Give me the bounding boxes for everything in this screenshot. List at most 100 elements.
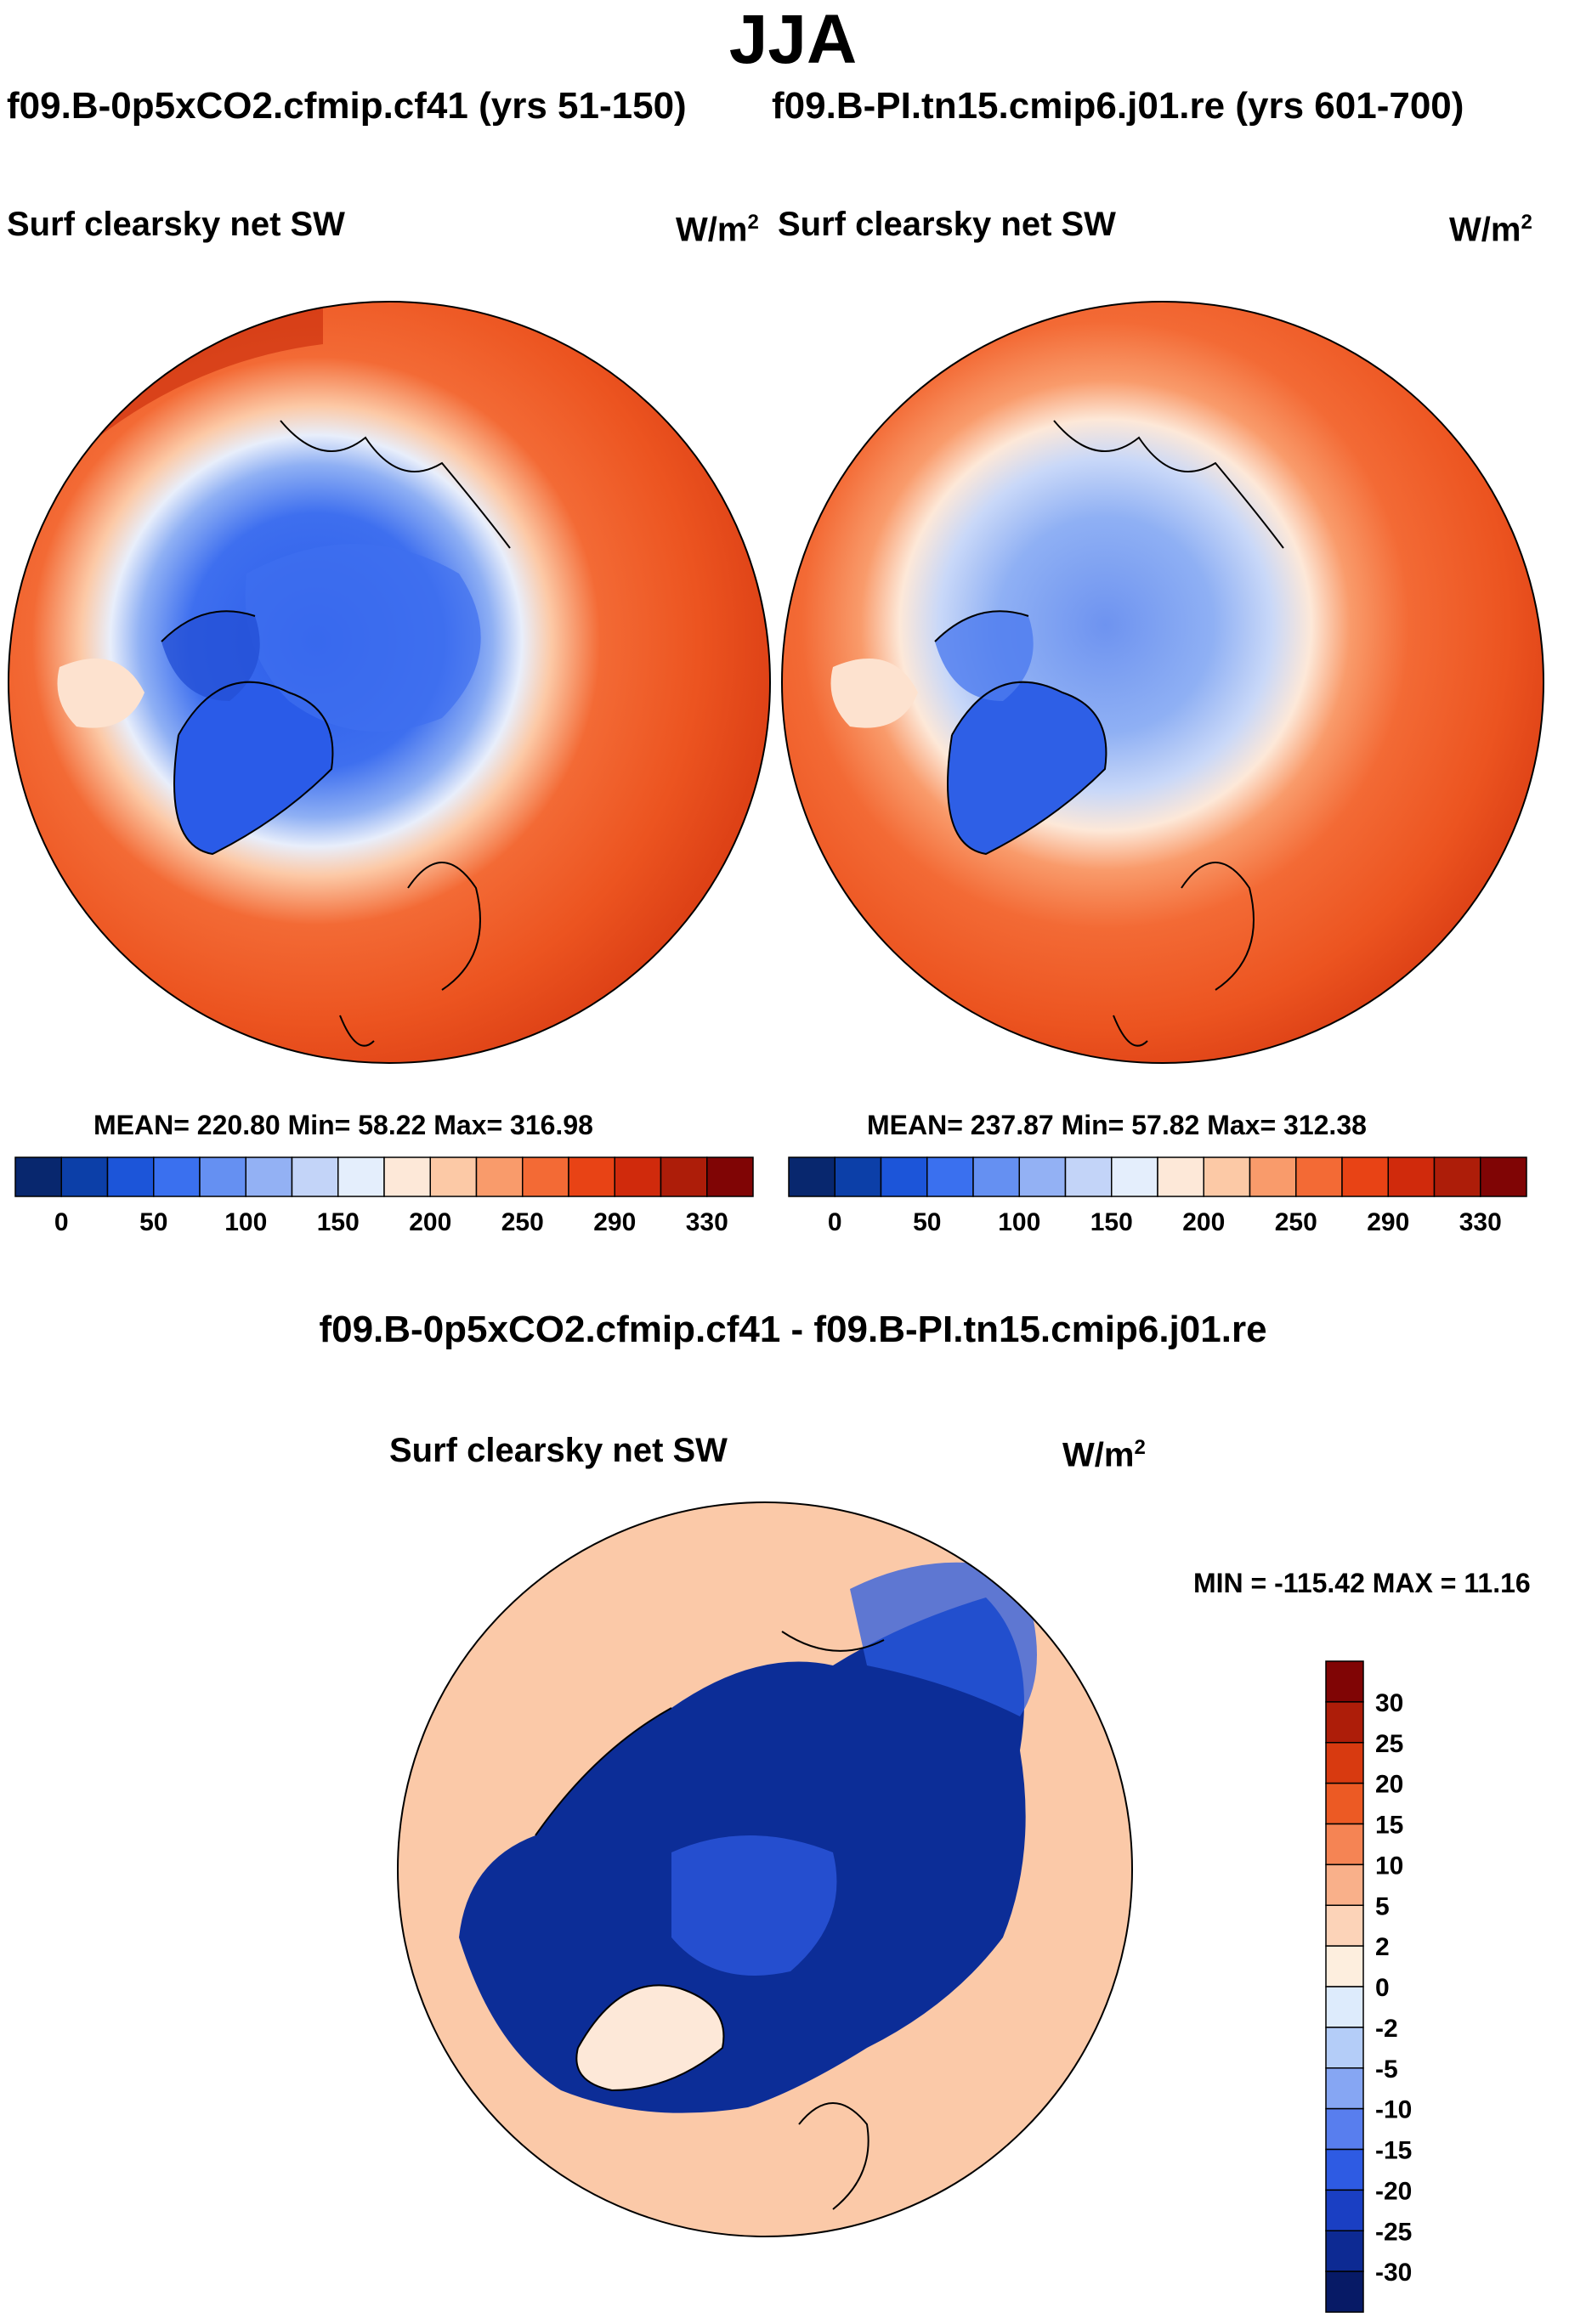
panel-2-hudson-bay [830,659,918,728]
panel-1-colorbar-box-6 [291,1156,339,1197]
panel-1-title: Surf clearsky net SW [7,206,345,243]
panel-2-colorbar-box-1 [834,1156,882,1197]
difference-greenland [576,1985,724,2090]
panel-1-coastlines [161,420,511,1047]
difference-colorbar-tick-label: -10 [1375,2096,1412,2124]
difference-colorbar-tick-label: 2 [1375,1933,1390,1961]
panel-2-colorbar-box-8 [1157,1156,1204,1197]
difference-colorbar-box-6 [1325,1904,1364,1947]
difference-coastlines [535,1631,885,2210]
difference-colorbar-tick-label: 0 [1375,1974,1390,2002]
panel-1-colorbar-tick-label: 150 [317,1208,360,1236]
panel-1-colorbar-box-0 [14,1156,62,1197]
panel-2-colorbar-box-12 [1341,1156,1389,1197]
difference-colorbar-box-4 [1325,1823,1364,1866]
panel-1-colorbar: 0 50 100 150 200 250 290 330 [14,1156,754,1236]
case-title-left: f09.B-0p5xCO2.cfmip.cf41 (yrs 51-150) [7,85,687,127]
difference-colorbar-tick-label: 15 [1375,1812,1403,1840]
difference-colorbar-box-9 [1325,2027,1364,2069]
panel-2-colorbar-tick-label: 250 [1275,1208,1317,1236]
panel-2-colorbar-box-7 [1111,1156,1158,1197]
difference-colorbar-box-5 [1325,1863,1364,1906]
difference-colorbar-box-11 [1325,2107,1364,2151]
panel-1-colorbar-box-9 [429,1156,478,1197]
panel-2-units: W/m2 [1449,211,1532,249]
difference-colorbar-box-8 [1325,1986,1364,2028]
panel-1-colorbar-box-13 [614,1156,662,1197]
panel-2-colorbar-tick-label: 0 [828,1208,842,1236]
panel-2-colorbar-box-4 [972,1156,1020,1197]
difference-colorbar-tick-label: -2 [1375,2015,1398,2043]
panel-2-colorbar-tick-label: 200 [1182,1208,1225,1236]
panel-3-title: Surf clearsky net SW [389,1432,728,1469]
difference-colorbar-tick-label: 10 [1375,1852,1403,1880]
panel-1-colorbar-tick-label: 290 [593,1208,636,1236]
panel-1-colorbar-tick-label: 50 [139,1208,167,1236]
difference-colorbar-box-13 [1325,2189,1364,2231]
panel-3-minmax: MIN = -115.42 MAX = 11.16 [1193,1568,1531,1598]
difference-colorbar-tick-label: -20 [1375,2177,1412,2205]
panel-1-colorbar-tick-label: 200 [409,1208,451,1236]
panel-2-colorbar-box-11 [1295,1156,1343,1197]
panel-1-dark-band [51,302,323,455]
panel-2-greenland [948,681,1107,854]
difference-colorbar-box-14 [1325,2230,1364,2272]
panel-2-colorbar-box-9 [1203,1156,1251,1197]
panel-1-colorbar-box-5 [245,1156,293,1197]
difference-colorbar-tick-label: -25 [1375,2218,1412,2246]
panel-2-colorbar: 0 50 100 150 200 250 290 330 [788,1156,1527,1236]
panel-2-colorbar-tick-label: 100 [998,1208,1040,1236]
difference-colorbar-tick-label: -30 [1375,2259,1412,2287]
difference-colorbar-tick-label: 5 [1375,1892,1390,1920]
difference-colorbar-box-1 [1325,1701,1364,1744]
panel-1-colorbar-box-3 [153,1156,201,1197]
difference-colorbar-tick-label: -5 [1375,2055,1398,2084]
panel-1-colorbar-box-11 [522,1156,569,1197]
panel-2-colorbar-box-5 [1018,1156,1067,1197]
panel-2-colorbar-box-14 [1433,1156,1481,1197]
panel-1-colorbar-box-12 [568,1156,615,1197]
difference-pacific-band [850,1562,1037,1716]
panel-1-colorbar-box-10 [475,1156,524,1197]
panel-1-archipelago [161,611,260,701]
main-title: JJA [728,1,858,78]
panel-1-colorbar-tick-label: 100 [224,1208,267,1236]
panel-1-colorbar-box-15 [706,1156,754,1197]
panel-1-colorbar-box-7 [337,1156,385,1197]
panel-2-colorbar-tick-label: 50 [913,1208,941,1236]
panel-2-title: Surf clearsky net SW [778,206,1116,243]
difference-colorbar-box-7 [1325,1945,1364,1988]
panel-1-colorbar-box-14 [660,1156,708,1197]
panel-1-colorbar-box-8 [383,1156,431,1197]
difference-colorbar-tick-label: -15 [1375,2137,1412,2165]
panel-2-colorbar-tick-label: 290 [1367,1208,1409,1236]
panel-2-colorbar-box-15 [1480,1156,1527,1197]
difference-polar-map [397,1501,1133,2237]
panel-3-units: W/m2 [1062,1436,1146,1474]
panel-2-colorbar-tick-label: 330 [1459,1208,1502,1236]
panel-2-archipelago [935,611,1034,701]
panel-1-colorbar-box-4 [199,1156,246,1197]
panel-1-polar-map [8,301,771,1064]
panel-1-colorbar-tick-label: 0 [54,1208,69,1236]
difference-colorbar-box-3 [1325,1782,1364,1825]
panel-2-colorbar-box-0 [788,1156,835,1197]
panel-2-colorbar-box-3 [926,1156,974,1197]
panel-1-stats: MEAN= 220.80 Min= 58.22 Max= 316.98 [93,1110,593,1140]
panel-1-arctic-ocean [245,544,481,732]
difference-colorbar-box-15 [1325,2270,1364,2313]
difference-colorbar-box-0 [1325,1660,1364,1703]
panel-2-colorbar-box-13 [1387,1156,1436,1197]
panel-2-coastlines [934,420,1284,1047]
case-title-right: f09.B-PI.tn15.cmip6.j01.re (yrs 601-700) [772,85,1464,127]
panel-1-colorbar-tick-label: 250 [501,1208,544,1236]
difference-colorbar-tick-label: 30 [1375,1689,1403,1717]
difference-mid-region [671,1835,837,1976]
panel-2-stats: MEAN= 237.87 Min= 57.82 Max= 312.38 [867,1110,1367,1140]
panel-2-colorbar-box-10 [1249,1156,1297,1197]
difference-colorbar-tick-label: 25 [1375,1730,1403,1758]
panel-1-units: W/m2 [676,211,759,249]
panel-2-colorbar-tick-label: 150 [1090,1208,1133,1236]
difference-colorbar-tick-label: 20 [1375,1771,1403,1799]
